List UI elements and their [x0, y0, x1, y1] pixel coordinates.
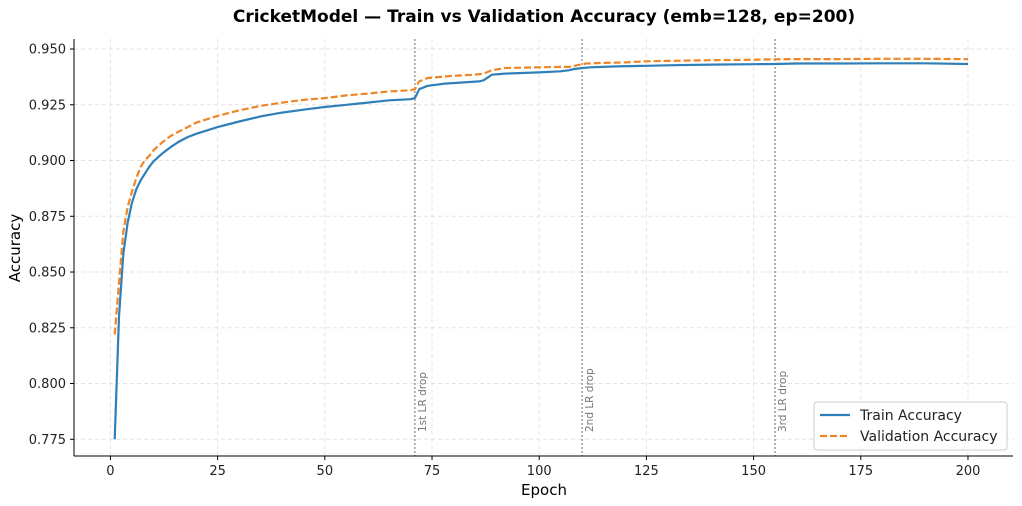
lr-drop-label: 2nd LR drop [584, 368, 596, 432]
grid [74, 39, 1013, 456]
x-ticks: 0 25 50 75 100 125 150 175 200 [106, 456, 980, 479]
chart-title: CricketModel — Train vs Validation Accur… [233, 7, 855, 27]
y-tick-label: 0.950 [29, 43, 66, 58]
y-tick-label: 0.900 [29, 154, 66, 169]
y-tick-label: 0.800 [29, 377, 66, 392]
lr-drop-label: 1st LR drop [417, 372, 429, 432]
legend: Train Accuracy Validation Accuracy [813, 401, 1008, 451]
validation-accuracy-line [113, 57, 969, 335]
legend-label: Train Accuracy [859, 408, 962, 424]
y-tick-label: 0.850 [29, 266, 66, 281]
series-lines [113, 57, 969, 440]
train-accuracy-line [113, 62, 969, 440]
lr-drop-annotations: 1st LR drop 2nd LR drop 3rd LR drop [414, 39, 789, 456]
legend-box [813, 401, 1008, 451]
y-tick-label: 0.925 [29, 98, 66, 113]
x-tick-label: 150 [741, 464, 766, 479]
x-tick-label: 25 [209, 464, 226, 479]
x-tick-label: 125 [634, 464, 659, 479]
x-tick-label: 50 [317, 464, 334, 479]
legend-label: Validation Accuracy [860, 429, 998, 445]
y-axis-label: Accuracy [6, 214, 24, 283]
x-tick-label: 175 [848, 464, 873, 479]
axes [73, 39, 1013, 457]
y-tick-label: 0.775 [29, 433, 66, 448]
x-axis-label: Epoch [521, 481, 567, 499]
x-tick-label: 200 [956, 464, 981, 479]
x-tick-label: 75 [424, 464, 441, 479]
y-tick-label: 0.825 [29, 321, 66, 336]
y-ticks: 0.775 0.800 0.825 0.850 0.875 0.900 0.925 0.950 [29, 43, 74, 448]
lr-drop-label: 3rd LR drop [777, 371, 789, 432]
x-tick-label: 0 [106, 464, 114, 479]
y-tick-label: 0.875 [29, 210, 66, 225]
x-tick-label: 100 [527, 464, 552, 479]
